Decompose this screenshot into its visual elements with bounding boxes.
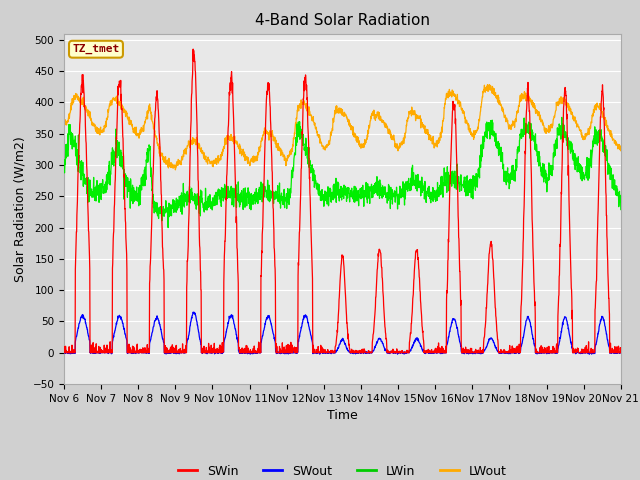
Legend: SWin, SWout, LWin, LWout: SWin, SWout, LWin, LWout — [173, 460, 512, 480]
X-axis label: Time: Time — [327, 409, 358, 422]
Text: TZ_tmet: TZ_tmet — [72, 44, 120, 54]
Title: 4-Band Solar Radiation: 4-Band Solar Radiation — [255, 13, 430, 28]
Y-axis label: Solar Radiation (W/m2): Solar Radiation (W/m2) — [14, 136, 27, 282]
